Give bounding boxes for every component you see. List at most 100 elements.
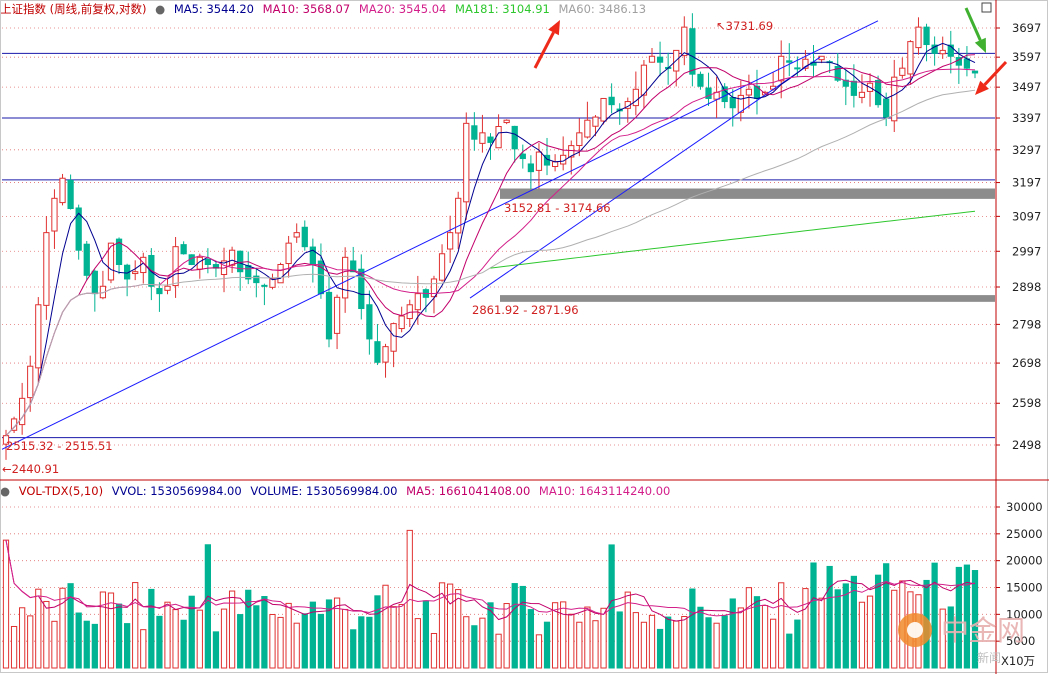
volume-bar: [463, 616, 470, 669]
candle-body: [592, 116, 599, 127]
volume-bar: [2, 539, 10, 669]
volume-bar: [220, 608, 228, 669]
volume-bar: [333, 597, 341, 669]
candle-body: [705, 87, 712, 99]
volume-bar: [438, 582, 446, 669]
volume-bar: [285, 602, 292, 669]
volume-bar: [35, 588, 42, 669]
volume-bar: [51, 620, 58, 669]
volume-bar: [455, 589, 462, 669]
candle-body: [850, 80, 857, 96]
volume-bar: [600, 607, 607, 669]
candle-body: [325, 291, 333, 340]
candle-body: [35, 304, 42, 369]
volume-bar: [656, 628, 664, 669]
volume-bar: [309, 601, 316, 669]
candle-body: [156, 288, 163, 295]
volume-bar: [810, 562, 817, 669]
candle-body: [398, 315, 405, 330]
zone3-label: 3152.81 - 3174.66: [504, 201, 611, 215]
candle-body: [648, 55, 656, 63]
volume-bar: [697, 606, 704, 669]
support-zone-bar: [500, 295, 995, 302]
arrow-down-red-shaft: [983, 60, 1008, 86]
high-label: ↖3731.69: [716, 19, 773, 33]
ma10-value: MA10: 3568.07: [262, 2, 351, 16]
price-tick-label: 2698: [1012, 356, 1041, 370]
volume-bar: [826, 565, 833, 669]
volume-bar: [325, 599, 333, 669]
price-tick-label: 3697: [1012, 21, 1041, 35]
volume-ma5-line: [5, 540, 976, 622]
volume-bar: [802, 588, 809, 669]
volume-bar: [850, 575, 857, 669]
volume-bar: [608, 544, 615, 669]
watermark-sub: 新闻: [977, 650, 1001, 665]
volume-bar: [422, 600, 430, 669]
low-label: ←2440.91: [2, 462, 59, 476]
candle-body: [132, 271, 139, 275]
volume-bar: [511, 583, 518, 669]
price-tick-label: 3397: [1012, 111, 1041, 125]
candle-body: [172, 246, 179, 287]
volume-bar: [447, 583, 454, 669]
candle-body: [261, 284, 268, 287]
volume-bar: [761, 605, 769, 669]
volume-bar: [842, 583, 849, 669]
volume-tick-label: 5000: [1006, 634, 1035, 648]
candle-body: [277, 263, 284, 284]
candle-body: [681, 26, 688, 57]
volume-bar: [261, 596, 268, 669]
candle-body: [915, 26, 922, 49]
vol-toggle-icon[interactable]: ●: [0, 484, 11, 498]
candle-body: [366, 304, 373, 340]
candle-body: [382, 346, 389, 363]
ma20-line: [5, 68, 976, 437]
volume-bar: [519, 585, 526, 669]
volume-bar: [786, 633, 793, 669]
candle-body: [971, 70, 979, 74]
volume-bar: [43, 600, 50, 669]
volume-bar: [107, 592, 115, 669]
candle-body: [495, 126, 502, 149]
volume-bar: [172, 609, 179, 669]
trend-line: [1, 20, 879, 450]
volume-bar: [939, 608, 946, 669]
arrow-up-red-head: [548, 20, 560, 36]
volume-tick-label: 10000: [1006, 607, 1043, 621]
candle-body: [511, 125, 518, 150]
candle-body: [551, 161, 559, 168]
candle-body: [164, 285, 171, 291]
ma-toggle-icon[interactable]: ●: [155, 2, 166, 16]
candle-body: [350, 260, 357, 273]
candle-body: [802, 58, 809, 69]
candle-body: [503, 119, 510, 124]
watermark-logo: 中金网 新闻: [893, 600, 1049, 670]
candle-body: [406, 304, 413, 320]
volume-bar: [374, 595, 381, 669]
candle-body: [414, 293, 421, 311]
volume-bar: [584, 606, 591, 669]
volume-header: ● VOL-TDX(5,10) VVOL: 1530569984.00 VOLU…: [0, 482, 675, 500]
candle-body: [447, 232, 454, 250]
support-zone-bar: [500, 188, 995, 199]
volume-bar: [568, 613, 575, 669]
candle-body: [317, 260, 325, 295]
volume-bar: [59, 587, 66, 669]
candle-body: [632, 88, 639, 107]
volume-bar: [301, 613, 308, 669]
volume-bar: [196, 609, 203, 669]
price-tick-label: 2498: [1012, 438, 1041, 452]
candle-body: [697, 73, 704, 87]
volume-bar: [503, 603, 510, 669]
candle-body: [390, 323, 397, 352]
volume-bar: [317, 613, 325, 669]
candle-body: [923, 26, 930, 46]
candle-body: [438, 253, 446, 281]
volume-bar: [721, 615, 728, 669]
price-tick-label: 3497: [1012, 80, 1041, 94]
candle-body: [59, 177, 66, 204]
volume-bar: [132, 582, 139, 669]
